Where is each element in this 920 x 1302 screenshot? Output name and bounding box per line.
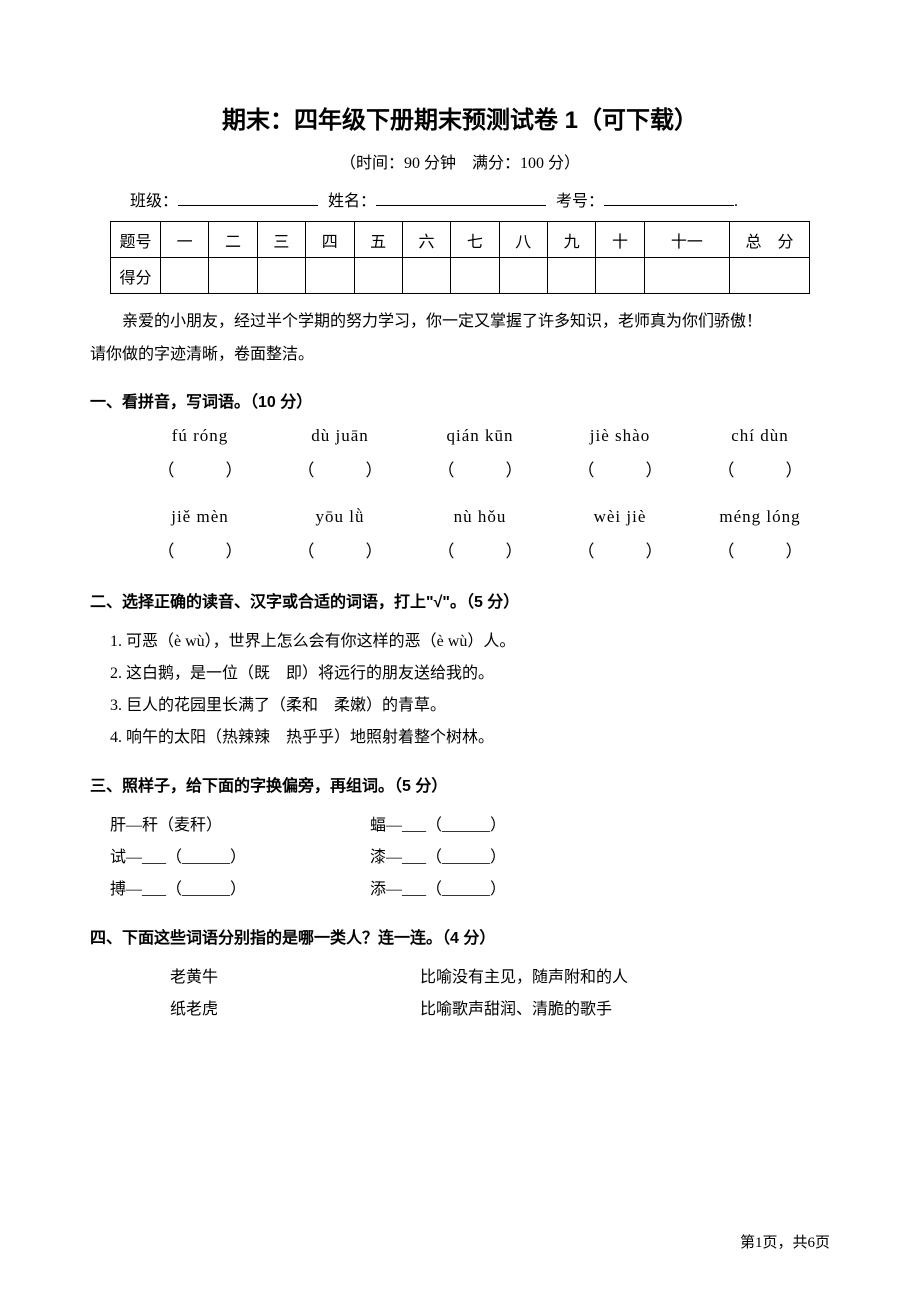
col-head: 六 [402, 222, 450, 258]
fill-row: 肝—秆（麦秆） 蝠—___（______） [110, 810, 830, 842]
col-head: 四 [306, 222, 354, 258]
score-cell[interactable] [596, 258, 644, 294]
pinyin-item: nù hǒu [410, 507, 550, 527]
pinyin-row: fú róng dù juān qián kūn jiè shào chí dù… [130, 426, 830, 446]
answer-blank[interactable]: （ ） [410, 456, 550, 481]
match-desc[interactable]: 比喻没有主见，随声附和的人 [420, 962, 830, 994]
table-row: 得分 [111, 258, 810, 294]
page-number: 第1页，共6页 [740, 1231, 830, 1252]
score-cell[interactable] [548, 258, 596, 294]
row-label: 得分 [111, 258, 161, 294]
match-desc[interactable]: 比喻歌声甜润、清脆的歌手 [420, 994, 830, 1026]
pinyin-item: jiè shào [550, 426, 690, 446]
pinyin-item: fú róng [130, 426, 270, 446]
match-term[interactable]: 老黄牛 [170, 962, 420, 994]
fill-item[interactable]: 蝠—___（______） [370, 810, 830, 842]
question-line: 4. 响午的太阳（热辣辣 热乎乎）地照射着整个树林。 [110, 722, 830, 754]
pinyin-item: dù juān [270, 426, 410, 446]
col-head: 十 [596, 222, 644, 258]
question-line: 1. 可恶（è wù），世界上怎么会有你这样的恶（è wù）人。 [110, 626, 830, 658]
id-blank[interactable] [604, 188, 734, 206]
score-cell[interactable] [209, 258, 257, 294]
section-1-title: 一、看拼音，写词语。（10 分） [90, 388, 830, 412]
pinyin-item: yōu lǜ [270, 507, 410, 527]
pinyin-item: chí dùn [690, 426, 830, 446]
col-head: 一 [161, 222, 209, 258]
pinyin-block: fú róng dù juān qián kūn jiè shào chí dù… [130, 426, 830, 562]
pinyin-row: jiě mèn yōu lǜ nù hǒu wèi jiè méng lóng [130, 507, 830, 527]
section-4-title: 四、下面这些词语分别指的是哪一类人？连一连。（4 分） [90, 924, 830, 948]
match-term[interactable]: 纸老虎 [170, 994, 420, 1026]
col-head: 总 分 [730, 222, 810, 258]
page-title: 期末：四年级下册期末预测试卷 1（可下载） [90, 100, 830, 135]
pinyin-item: jiě mèn [130, 507, 270, 527]
paren-row: （ ） （ ） （ ） （ ） （ ） [130, 456, 830, 481]
answer-blank[interactable]: （ ） [410, 537, 550, 562]
name-label: 姓名： [328, 187, 376, 211]
intro-text-1: 亲爱的小朋友，经过半个学期的努力学习，你一定又掌握了许多知识，老师真为你们骄傲！ [90, 308, 830, 337]
dot: . [734, 193, 738, 211]
fill-row: 试—___（______） 漆—___（______） [110, 842, 830, 874]
fill-block: 肝—秆（麦秆） 蝠—___（______） 试—___（______） 漆—__… [110, 810, 830, 906]
fill-item[interactable]: 试—___（______） [110, 842, 370, 874]
answer-blank[interactable]: （ ） [550, 456, 690, 481]
score-cell[interactable] [402, 258, 450, 294]
score-cell[interactable] [257, 258, 305, 294]
score-cell[interactable] [306, 258, 354, 294]
question-line: 2. 这白鹅，是一位（既 即）将远行的朋友送给我的。 [110, 658, 830, 690]
score-cell[interactable] [161, 258, 209, 294]
answer-blank[interactable]: （ ） [550, 537, 690, 562]
student-info-line: 班级： 姓名： 考号：. [130, 187, 810, 211]
answer-blank[interactable]: （ ） [130, 537, 270, 562]
match-row: 老黄牛 比喻没有主见，随声附和的人 [170, 962, 830, 994]
pinyin-item: qián kūn [410, 426, 550, 446]
section-3-title: 三、照样子，给下面的字换偏旁，再组词。（5 分） [90, 772, 830, 796]
match-row: 纸老虎 比喻歌声甜润、清脆的歌手 [170, 994, 830, 1026]
row-label: 题号 [111, 222, 161, 258]
col-head: 三 [257, 222, 305, 258]
score-cell[interactable] [730, 258, 810, 294]
answer-blank[interactable]: （ ） [270, 456, 410, 481]
pinyin-item: méng lóng [690, 507, 830, 527]
col-head: 八 [499, 222, 547, 258]
page-subtitle: （时间：90 分钟 满分：100 分） [90, 149, 830, 173]
example-item: 肝—秆（麦秆） [110, 810, 370, 842]
fill-item[interactable]: 漆—___（______） [370, 842, 830, 874]
fill-item[interactable]: 搏—___（______） [110, 874, 370, 906]
score-cell[interactable] [354, 258, 402, 294]
fill-row: 搏—___（______） 添—___（______） [110, 874, 830, 906]
score-cell[interactable] [451, 258, 499, 294]
section-2-title: 二、选择正确的读音、汉字或合适的词语，打上"√"。（5 分） [90, 588, 830, 612]
answer-blank[interactable]: （ ） [690, 537, 830, 562]
col-head: 五 [354, 222, 402, 258]
answer-blank[interactable]: （ ） [130, 456, 270, 481]
col-head: 七 [451, 222, 499, 258]
id-label: 考号： [556, 187, 604, 211]
name-blank[interactable] [376, 188, 546, 206]
score-cell[interactable] [644, 258, 729, 294]
col-head: 九 [548, 222, 596, 258]
class-label: 班级： [130, 187, 178, 211]
class-blank[interactable] [178, 188, 318, 206]
pinyin-item: wèi jiè [550, 507, 690, 527]
score-cell[interactable] [499, 258, 547, 294]
paren-row: （ ） （ ） （ ） （ ） （ ） [130, 537, 830, 562]
table-row: 题号 一 二 三 四 五 六 七 八 九 十 十一 总 分 [111, 222, 810, 258]
match-block: 老黄牛 比喻没有主见，随声附和的人 纸老虎 比喻歌声甜润、清脆的歌手 [170, 962, 830, 1026]
col-head: 二 [209, 222, 257, 258]
col-head: 十一 [644, 222, 729, 258]
fill-item[interactable]: 添—___（______） [370, 874, 830, 906]
answer-blank[interactable]: （ ） [270, 537, 410, 562]
answer-blank[interactable]: （ ） [690, 456, 830, 481]
question-line: 3. 巨人的花园里长满了（柔和 柔嫩）的青草。 [110, 690, 830, 722]
score-table: 题号 一 二 三 四 五 六 七 八 九 十 十一 总 分 得分 [110, 221, 810, 294]
intro-text-2: 请你做的字迹清晰，卷面整洁。 [90, 341, 830, 370]
